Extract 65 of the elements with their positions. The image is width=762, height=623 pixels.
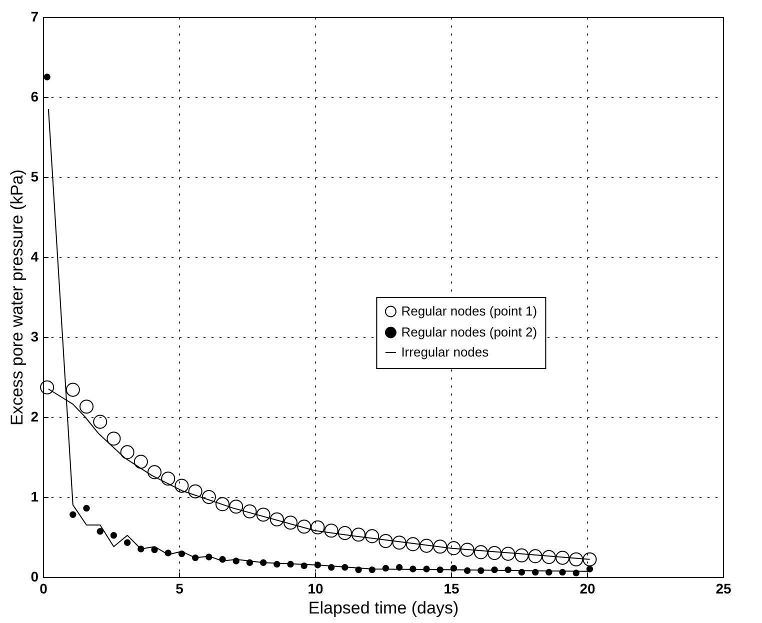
point: [270, 512, 284, 526]
legend-label: Regular nodes (point 2): [401, 324, 538, 340]
point: [586, 566, 594, 572]
point: [93, 414, 108, 429]
point: [284, 516, 298, 530]
point: [528, 549, 542, 564]
point: [202, 490, 216, 504]
point: [242, 504, 257, 518]
point: [229, 500, 244, 514]
point: [66, 382, 80, 397]
point: [256, 508, 270, 522]
legend-label: Regular nodes (point 1): [401, 304, 538, 318]
point: [40, 380, 54, 394]
point: [433, 540, 448, 554]
point: [365, 529, 380, 544]
point: [352, 528, 366, 542]
point: [83, 504, 90, 512]
y-axis-title: Excess pore water pressure (kPa): [8, 169, 27, 426]
y-tick-label: 5: [30, 168, 39, 184]
point: [338, 526, 352, 540]
point: [460, 542, 474, 557]
point: [582, 552, 597, 566]
y-tick-label: 2: [30, 408, 39, 424]
point: [124, 539, 131, 546]
point: [96, 528, 104, 535]
point: [446, 541, 461, 556]
y-tick-label: 0: [30, 568, 39, 584]
x-tick-label: 10: [308, 580, 324, 596]
point: [310, 520, 325, 534]
point: [106, 432, 121, 446]
x-tick-label: 15: [444, 580, 460, 596]
point: [542, 550, 556, 564]
point: [174, 478, 189, 493]
x-tick-label: 25: [716, 580, 732, 596]
point: [70, 511, 76, 518]
point: [569, 552, 584, 566]
point: [297, 520, 312, 534]
x-tick-label: 5: [176, 580, 184, 596]
point: [420, 538, 434, 553]
y-tick-label: 1: [30, 488, 39, 504]
point: [134, 454, 148, 469]
y-tick-label: 3: [30, 328, 39, 344]
point: [392, 536, 406, 550]
legend-label: Irregular nodes: [401, 344, 490, 360]
point: [120, 445, 134, 460]
x-axis-title: Elapsed time (days): [308, 598, 459, 618]
point: [501, 546, 516, 561]
x-tick-label: 20: [580, 580, 596, 596]
point: [378, 534, 393, 548]
point: [148, 465, 162, 480]
point: [188, 484, 202, 498]
point: [406, 537, 420, 552]
y-tick-label: 7: [30, 8, 39, 24]
point: [216, 497, 230, 512]
point: [514, 548, 529, 562]
point: [556, 550, 570, 565]
point: [110, 532, 118, 539]
point: [80, 400, 94, 414]
y-tick-label: 6: [30, 88, 39, 104]
y-tick-label: 4: [30, 248, 39, 264]
point: [161, 472, 176, 486]
point: [474, 545, 488, 560]
point: [324, 524, 338, 538]
point: [44, 74, 50, 80]
point: [488, 546, 502, 560]
